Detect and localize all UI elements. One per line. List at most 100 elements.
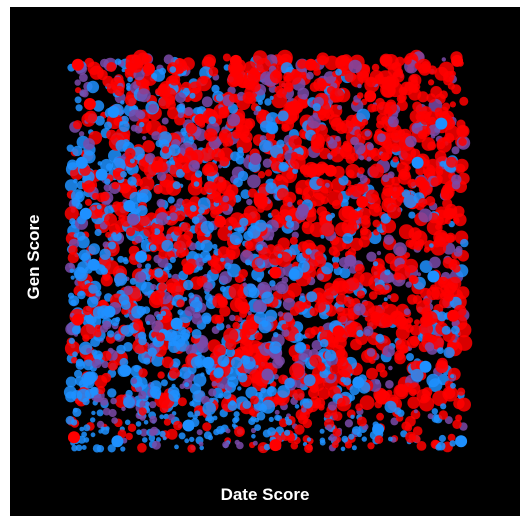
- scatter-point: [423, 311, 438, 326]
- scatter-point: [120, 446, 126, 452]
- scatter-point: [356, 290, 366, 299]
- scatter-point: [173, 420, 183, 431]
- scatter-point: [320, 234, 325, 239]
- scatter-point: [243, 283, 258, 298]
- scatter-point: [451, 174, 462, 185]
- scatter-point: [155, 395, 160, 400]
- scatter-point: [180, 222, 191, 233]
- scatter-point: [160, 379, 168, 387]
- scatter-point: [391, 176, 401, 186]
- scatter-point: [153, 184, 163, 195]
- scatter-point: [348, 433, 355, 440]
- scatter-point: [356, 108, 371, 123]
- scatter-point: [332, 411, 343, 422]
- scatter-point: [183, 279, 194, 291]
- scatter-point: [193, 373, 207, 387]
- scatter-point: [397, 409, 405, 417]
- scatter-point: [435, 360, 449, 374]
- scatter-point: [264, 309, 278, 322]
- scatter-point: [150, 284, 157, 291]
- scatter-point: [66, 144, 74, 152]
- scatter-point: [390, 195, 403, 208]
- scatter-point: [277, 253, 283, 259]
- scatter-point: [407, 396, 420, 409]
- scatter-point: [129, 191, 142, 204]
- scatter-point: [127, 76, 133, 83]
- scatter-point: [225, 428, 231, 434]
- scatter-point: [405, 135, 417, 148]
- scatter-point: [167, 273, 172, 278]
- scatter-point: [243, 205, 258, 220]
- scatter-point: [357, 167, 365, 175]
- scatter-point: [71, 197, 81, 207]
- scatter-point: [68, 337, 75, 344]
- scatter-point: [136, 429, 142, 436]
- scatter-point: [142, 140, 155, 153]
- scatter-point: [124, 419, 131, 426]
- scatter-point: [432, 390, 448, 407]
- scatter-point: [189, 92, 196, 99]
- scatter-point: [103, 305, 116, 318]
- scatter-point: [273, 332, 279, 338]
- scatter-point: [168, 337, 177, 347]
- scatter-point: [457, 387, 466, 396]
- scatter-point: [184, 306, 195, 317]
- scatter-point: [332, 277, 347, 293]
- scatter-point: [403, 308, 411, 316]
- scatter-point: [72, 351, 78, 358]
- scatter-point: [68, 245, 78, 255]
- scatter-point: [151, 320, 164, 333]
- scatter-point: [278, 58, 285, 65]
- scatter-point: [108, 408, 117, 418]
- scatter-point: [312, 112, 318, 118]
- scatter-point: [194, 170, 203, 178]
- scatter-point: [163, 54, 174, 65]
- scatter-point: [348, 59, 362, 74]
- scatter-point: [212, 194, 222, 204]
- scatter-point: [281, 276, 289, 284]
- scatter-point: [87, 61, 101, 75]
- scatter-point: [293, 389, 305, 401]
- scatter-point: [131, 378, 138, 384]
- scatter-point: [138, 390, 147, 400]
- scatter-point: [306, 437, 312, 442]
- scatter-point: [172, 181, 181, 190]
- scatter-point: [394, 352, 406, 365]
- scatter-point: [96, 204, 102, 210]
- scatter-point: [157, 256, 169, 268]
- scatter-point: [216, 322, 225, 331]
- scatter-point: [120, 183, 131, 194]
- scatter-point: [416, 272, 422, 277]
- scatter-point: [75, 444, 83, 452]
- scatter-point: [321, 291, 334, 305]
- scatter-point: [237, 170, 249, 182]
- scatter-point: [200, 250, 211, 261]
- scatter-point: [189, 401, 195, 407]
- scatter-point: [142, 437, 148, 443]
- scatter-point: [330, 149, 338, 157]
- scatter-point: [359, 272, 374, 287]
- scatter-point: [382, 139, 393, 150]
- scatter-point: [365, 189, 379, 203]
- scatter-point: [120, 299, 131, 310]
- scatter-point: [168, 74, 181, 86]
- scatter-point: [413, 409, 418, 414]
- scatter-point: [143, 225, 155, 237]
- scatter-point: [418, 180, 430, 191]
- scatter-point: [422, 387, 433, 398]
- scatter-point: [287, 201, 293, 207]
- scatter-point: [283, 72, 293, 82]
- scatter-point: [409, 179, 417, 187]
- scatter-point: [250, 81, 261, 92]
- scatter-point: [65, 376, 77, 388]
- scatter-point: [155, 289, 165, 299]
- scatter-point: [181, 131, 187, 137]
- scatter-point: [371, 104, 379, 112]
- scatter-point: [269, 280, 276, 287]
- scatter-point: [417, 130, 427, 140]
- scatter-point: [409, 75, 416, 82]
- scatter-point: [277, 110, 289, 122]
- scatter-point: [336, 306, 346, 316]
- scatter-point: [176, 299, 185, 308]
- scatter-point: [139, 121, 145, 128]
